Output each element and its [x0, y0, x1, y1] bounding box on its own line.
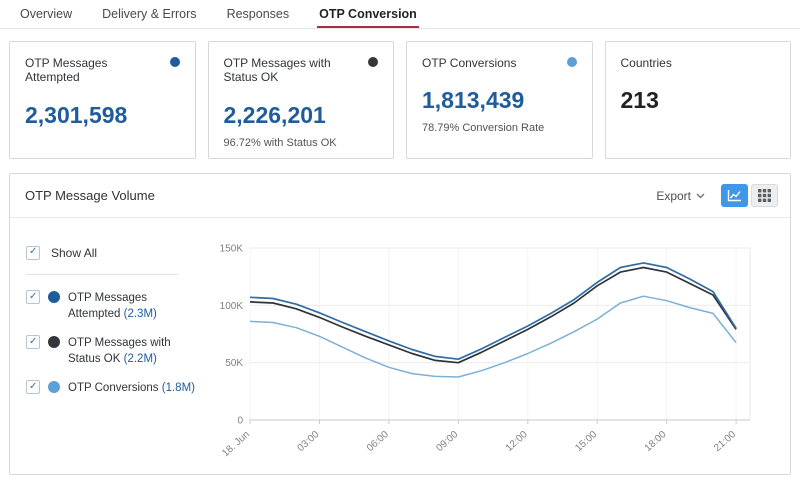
card-otp-messages-attempted: OTP Messages Attempted 2,301,598 [9, 41, 196, 159]
tab-otp-conversion[interactable]: OTP Conversion [317, 0, 419, 28]
legend-label: OTP Messages with Status OK (2.2M) [68, 335, 198, 367]
x-axis-tick-label: 09:00 [434, 429, 460, 454]
card-value: 2,226,201 [223, 101, 326, 128]
x-axis-tick-label: 18. Jun [220, 429, 252, 459]
panel-header: OTP Message Volume Export [10, 174, 790, 218]
card-value: 2,301,598 [25, 101, 128, 128]
tab-delivery-errors[interactable]: Delivery & Errors [102, 7, 197, 21]
x-axis-tick-label: 15:00 [573, 429, 599, 454]
panel-title: OTP Message Volume [25, 188, 155, 203]
chart-view-button[interactable] [721, 184, 748, 207]
legend-label-text: OTP Messages with Status OK [68, 337, 171, 366]
conversions-checkbox[interactable] [26, 380, 40, 395]
legend-count: (1.8M) [161, 382, 195, 395]
card-title: OTP Messages Attempted [25, 56, 108, 85]
series-color-dot-icon [368, 57, 378, 67]
export-label: Export [656, 188, 691, 203]
series-color-dot-icon [48, 381, 60, 394]
chart-area: 0 50K 100K 150K 18. Jun 03:00 06:00 09:00 12:00 1… [198, 234, 782, 481]
card-otp-messages-status-ok: OTP Messages with Status OK 2,226,201 96… [207, 41, 394, 159]
attempted-checkbox[interactable] [26, 290, 40, 304]
table-view-button[interactable] [751, 184, 778, 207]
series-color-dot-icon [48, 336, 60, 349]
card-header: Countries [621, 56, 776, 70]
card-subtitle: 78.79% Conversion Rate [422, 122, 545, 135]
card-header: OTP Messages Attempted [25, 56, 180, 85]
series-color-dot-icon [566, 57, 577, 67]
legend-label: OTP Messages Attempted (2.3M) [68, 290, 198, 322]
panel-header-actions: Export [656, 184, 778, 207]
chart-legend: Show All OTP Messages Attempted (2.3M) O… [26, 234, 198, 481]
tab-responses[interactable]: Responses [226, 7, 290, 21]
card-header: OTP Messages with Status OK [223, 56, 378, 85]
x-axis-tick-label: 18:00 [643, 429, 669, 454]
metric-cards-row: OTP Messages Attempted 2,301,598 OTP Mes… [9, 41, 791, 159]
legend-count: (2.2M) [123, 353, 157, 366]
line-chart-icon [727, 190, 741, 202]
series-color-dot-icon [48, 291, 60, 303]
card-countries: Countries 213 [604, 41, 791, 159]
series-line-2 [249, 295, 737, 378]
otp-message-volume-panel: OTP Message Volume Export [9, 173, 791, 475]
y-axis-tick-label: 50K [225, 358, 243, 369]
x-axis-tick-label: 12:00 [504, 429, 530, 454]
show-all-checkbox[interactable] [26, 246, 40, 260]
card-otp-conversions: OTP Conversions 1,813,439 78.79% Convers… [406, 41, 593, 159]
volume-line-chart[interactable]: 0 50K 100K 150K 18. Jun 03:00 06:00 09:00 12:00 1… [198, 234, 780, 480]
legend-item-attempted: OTP Messages Attempted (2.3M) [26, 290, 198, 322]
card-subtitle: 96.72% with Status OK [223, 136, 337, 149]
legend-item-conversions: OTP Conversions (1.8M) [26, 380, 198, 396]
legend-count: (2.3M) [123, 308, 157, 321]
series-color-dot-icon [169, 57, 180, 67]
x-axis-tick-label: 03:00 [295, 429, 321, 454]
x-axis-tick-label: 06:00 [365, 429, 391, 454]
table-grid-icon [758, 189, 771, 202]
y-axis-tick-label: 150K [220, 244, 244, 255]
card-title: OTP Messages with Status OK [223, 56, 331, 85]
status-ok-checkbox[interactable] [26, 335, 40, 350]
tab-bar: Overview Delivery & Errors Responses OTP… [0, 0, 800, 29]
tab-overview[interactable]: Overview [20, 7, 73, 21]
series-line-0 [249, 262, 737, 361]
legend-item-status-ok: OTP Messages with Status OK (2.2M) [26, 335, 198, 367]
card-value: 213 [620, 87, 659, 114]
legend-label: OTP Conversions (1.8M) [68, 380, 198, 396]
show-all-label: Show All [51, 246, 98, 260]
card-header: OTP Conversions [422, 56, 577, 70]
card-value: 1,813,439 [422, 87, 525, 114]
chevron-down-icon [696, 193, 705, 198]
panel-body: Show All OTP Messages Attempted (2.3M) O… [10, 218, 790, 481]
legend-label-text: OTP Messages Attempted [68, 292, 148, 321]
x-axis-tick-label: 21:00 [712, 429, 738, 454]
y-axis-tick-label: 0 [237, 416, 243, 427]
export-dropdown[interactable]: Export [656, 189, 705, 203]
y-axis-tick-label: 100K [220, 301, 244, 312]
card-title: OTP Conversions [422, 56, 517, 70]
view-toggle [721, 184, 778, 207]
legend-label-text: OTP Conversions [68, 382, 159, 395]
legend-show-all: Show All [26, 244, 178, 275]
card-title: Countries [620, 56, 672, 70]
series-line-1 [249, 266, 737, 364]
